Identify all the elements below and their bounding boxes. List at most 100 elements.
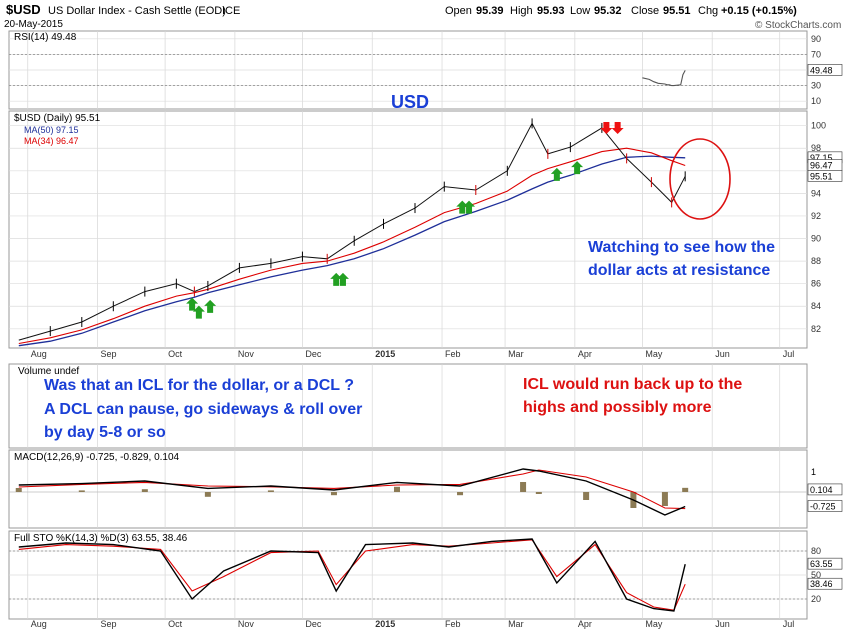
open-label: Open — [445, 5, 472, 17]
rsi-tick-label: 90 — [811, 34, 821, 44]
macd-histogram-bar — [267, 490, 274, 492]
ma34-line — [18, 147, 686, 345]
x-tick-label: Feb — [445, 619, 461, 629]
macd-hist-value-label: 0.104 — [810, 485, 833, 495]
up-arrow-icon — [463, 200, 476, 214]
close-label: Close — [631, 5, 659, 17]
low-value: 95.32 — [594, 5, 622, 17]
x-tick-label: Mar — [508, 349, 524, 359]
price-tick-label: 84 — [811, 301, 821, 311]
sto-k-line — [18, 538, 686, 612]
sto-k-value-label: 63.55 — [810, 559, 833, 569]
symbol: $USD — [6, 2, 41, 17]
macd-tick-label: 1 — [811, 467, 816, 477]
usd-title-annotation: USD — [391, 92, 429, 112]
rsi-value-label: 49.48 — [810, 65, 833, 75]
x-tick-label: Nov — [238, 349, 255, 359]
macd-histogram-bar — [204, 492, 211, 497]
macd-line — [18, 468, 686, 516]
volume-panel — [8, 363, 808, 449]
price-legend-ma34: MA(34) 96.47 — [24, 136, 79, 146]
chg-label: Chg — [698, 5, 718, 17]
x-tick-label: Apr — [578, 619, 592, 629]
price-panel — [8, 110, 808, 349]
x-tick-label: Jun — [715, 619, 730, 629]
up-arrow-icon — [192, 305, 205, 319]
macd-histogram-bar — [15, 488, 22, 492]
x-tick-label: Jun — [715, 349, 730, 359]
rsi-tick-label: 10 — [811, 96, 821, 106]
icl-note-1: ICL would run back up to the — [523, 376, 742, 393]
instrument-name: US Dollar Index - Cash Settle (EOD) — [48, 5, 226, 17]
stockcharts-credit: © StockCharts.com — [755, 20, 841, 31]
open-value: 95.39 — [476, 5, 504, 17]
x-tick-label: Sep — [101, 619, 117, 629]
question-note-3: by day 5-8 or so — [44, 424, 166, 441]
question-note-2: A DCL can pause, go sideways & roll over — [44, 401, 362, 418]
price-legend-ma50: MA(50) 97.15 — [24, 125, 79, 135]
high-label: High — [510, 5, 533, 17]
x-tick-label: Feb — [445, 349, 461, 359]
resistance-circle — [669, 138, 731, 220]
x-tick-label: May — [645, 349, 663, 359]
macd-histogram-bar — [661, 492, 668, 506]
resistance-note-1: Watching to see how the — [588, 239, 775, 256]
up-arrow-icon — [204, 299, 217, 313]
x-tick-label: Jul — [783, 619, 795, 629]
sto-tick-label: 20 — [811, 594, 821, 604]
sto-title: Full STO %K(14,3) %D(3) 63.55, 38.46 — [14, 533, 188, 544]
macd-histogram-bar — [330, 492, 337, 496]
sto-d-value-label: 38.46 — [810, 579, 833, 589]
sto-d-line — [18, 539, 686, 611]
macd-panel — [8, 449, 808, 529]
grid-lines — [9, 31, 807, 619]
price-tick-label: 88 — [811, 256, 821, 266]
macd-histogram-bar — [141, 489, 148, 492]
x-tick-label: Dec — [305, 349, 322, 359]
price-line — [18, 122, 686, 341]
x-tick-label: Jul — [783, 349, 795, 359]
up-arrow-icon — [186, 297, 199, 311]
sto-tick-label: 50 — [811, 570, 821, 580]
sto-d-value-label-box — [807, 577, 843, 590]
macd-value-label: -0.725 — [810, 502, 836, 512]
question-note-1: Was that an ICL for the dollar, or a DCL… — [44, 377, 354, 394]
x-tick-label: Mar — [508, 619, 524, 629]
x-tick-label: Nov — [238, 619, 255, 629]
up-arrow-icon — [336, 272, 349, 286]
down-arrow-icon — [600, 122, 613, 134]
volume-title: Volume undef — [18, 366, 79, 377]
up-arrow-icon — [456, 200, 469, 214]
rsi-title: RSI(14) 49.48 — [14, 32, 77, 43]
high-value: 95.93 — [537, 5, 565, 17]
price-tick-label: 86 — [811, 279, 821, 289]
ma50-line — [18, 155, 686, 347]
price-legend-usd: $USD (Daily) 95.51 — [14, 113, 101, 124]
price-tick-label: 94 — [811, 188, 821, 198]
close-value-label: 95.51 — [810, 171, 833, 181]
sto-tick-label: 80 — [811, 546, 821, 556]
resistance-note-2: dollar acts at resistance — [588, 262, 770, 279]
x-tick-label: Dec — [305, 619, 322, 629]
x-tick-label: May — [645, 619, 663, 629]
x-tick-label: Aug — [31, 619, 47, 629]
macd-value-label-box — [807, 500, 843, 512]
rsi-tick-label: 70 — [811, 49, 821, 59]
x-tick-label: 2015 — [375, 619, 395, 629]
rsi-line — [642, 70, 686, 87]
price-tick-label: 92 — [811, 211, 821, 221]
x-tick-label: Apr — [578, 349, 592, 359]
x-tick-label: Oct — [168, 619, 183, 629]
rsi-tick-label: 30 — [811, 81, 821, 91]
macd-histogram-bar — [682, 487, 689, 492]
up-arrow-icon — [550, 167, 563, 181]
chg-value: +0.15 (+0.15%) — [721, 5, 797, 17]
price-tick-label: 98 — [811, 143, 821, 153]
x-tick-label: Aug — [31, 349, 47, 359]
ma34-value-label: 96.47 — [810, 161, 833, 171]
x-tick-label: Oct — [168, 349, 183, 359]
price-tick-label: 82 — [811, 324, 821, 334]
up-arrow-icon — [330, 272, 343, 286]
plot-area — [15, 70, 689, 612]
